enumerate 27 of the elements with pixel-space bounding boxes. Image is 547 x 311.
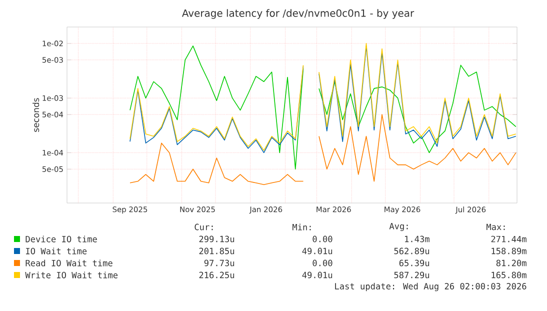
text: Avg: — [389, 222, 408, 232]
text: 271.44m — [491, 236, 526, 242]
text: 1.43m — [405, 236, 430, 242]
text: 158.89m — [492, 248, 526, 254]
text: 0.00 — [312, 236, 332, 242]
text: Last update: Wed Aug 26 02:00:03 2026 — [335, 282, 526, 292]
text: 49.01u — [302, 248, 332, 254]
text: Min: — [292, 224, 311, 230]
text: 299.13u — [199, 236, 234, 242]
chart-title: Average latency for /dev/nvme0c0n1 - by year — [182, 9, 414, 19]
text: 81.20m — [496, 260, 526, 266]
text: 587.29u — [394, 272, 430, 278]
text: 562.89u — [394, 248, 430, 254]
legend-label: Write IO Wait time — [25, 272, 118, 278]
y-axis-title: seconds — [32, 98, 40, 132]
legend-label: IO Wait time — [26, 248, 87, 254]
legend-label: Read IO Wait time — [26, 260, 112, 266]
text: 0.00 — [312, 260, 332, 266]
text: 165.80m — [492, 272, 526, 278]
text: 65.39u — [399, 260, 430, 266]
text: 216.25u — [199, 272, 234, 278]
text: 49.01u — [302, 272, 332, 278]
legend-label: Device IO time — [26, 236, 97, 242]
text: 97.73u — [204, 260, 234, 266]
text: Cur: — [194, 224, 213, 230]
text: 201.85u — [199, 248, 234, 254]
text: Max: — [486, 224, 505, 230]
